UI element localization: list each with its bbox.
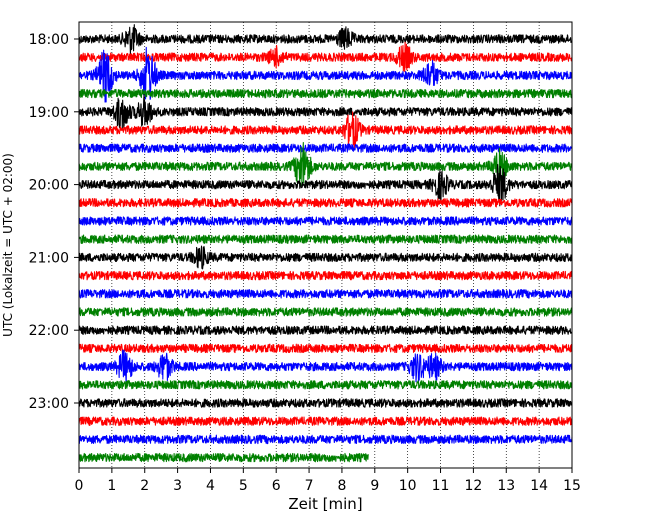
x-tick-label: 12 xyxy=(464,478,482,494)
x-tick-label: 6 xyxy=(272,478,281,494)
y-axis-ticks: 18:00 19:00 20:00 21:00 22:00 23:00 xyxy=(29,32,79,412)
y-tick-label: 22:00 xyxy=(29,323,69,339)
x-axis-label: Zeit [min] xyxy=(288,495,362,513)
trace-line xyxy=(78,452,369,463)
trace-line xyxy=(78,142,573,187)
x-tick-label: 7 xyxy=(305,478,314,494)
x-tick-label: 15 xyxy=(563,478,581,494)
x-axis-ticks: 0 1 2 3 4 5 6 7 8 9 10 11 12 13 14 15 xyxy=(75,468,581,494)
trace-line xyxy=(78,398,573,408)
x-tick-label: 14 xyxy=(530,478,548,494)
x-tick-label: 9 xyxy=(370,478,379,494)
y-tick-label: 19:00 xyxy=(29,105,69,121)
trace-line xyxy=(78,46,573,103)
trace-group xyxy=(78,24,573,463)
y-tick-label: 20:00 xyxy=(29,178,69,194)
trace-line xyxy=(78,380,573,390)
x-tick-label: 5 xyxy=(239,478,248,494)
x-tick-label: 10 xyxy=(399,478,417,494)
trace-line xyxy=(78,41,573,73)
x-tick-label: 4 xyxy=(206,478,215,494)
trace-line xyxy=(78,349,573,385)
trace-line xyxy=(78,234,573,244)
trace-line xyxy=(78,164,573,207)
trace-line xyxy=(78,94,573,130)
trace-line xyxy=(78,343,573,354)
y-tick-label: 18:00 xyxy=(29,32,69,48)
y-tick-label: 21:00 xyxy=(29,250,69,266)
x-tick-label: 11 xyxy=(432,478,450,494)
trace-line xyxy=(78,143,573,153)
trace-line xyxy=(78,216,573,226)
trace-line xyxy=(78,325,573,335)
y-axis-label: UTC (Lokalzeit = UTC + 02:00) xyxy=(1,153,15,337)
x-tick-label: 0 xyxy=(75,478,84,494)
plot-frame xyxy=(78,21,573,469)
x-tick-label: 2 xyxy=(140,478,149,494)
trace-line xyxy=(78,289,573,299)
trace-line xyxy=(78,198,573,208)
trace-line xyxy=(78,111,573,149)
x-tick-label: 3 xyxy=(173,478,182,494)
trace-line xyxy=(78,270,573,281)
trace-line xyxy=(78,245,573,270)
x-tick-label: 1 xyxy=(107,478,116,494)
y-tick-label: 23:00 xyxy=(29,396,69,412)
trace-line xyxy=(78,24,573,55)
trace-line xyxy=(78,88,573,99)
trace-line xyxy=(78,434,573,445)
grid xyxy=(111,22,540,468)
x-tick-label: 8 xyxy=(337,478,346,494)
trace-line xyxy=(78,307,573,317)
x-tick-label: 13 xyxy=(497,478,515,494)
trace-line xyxy=(78,416,573,426)
